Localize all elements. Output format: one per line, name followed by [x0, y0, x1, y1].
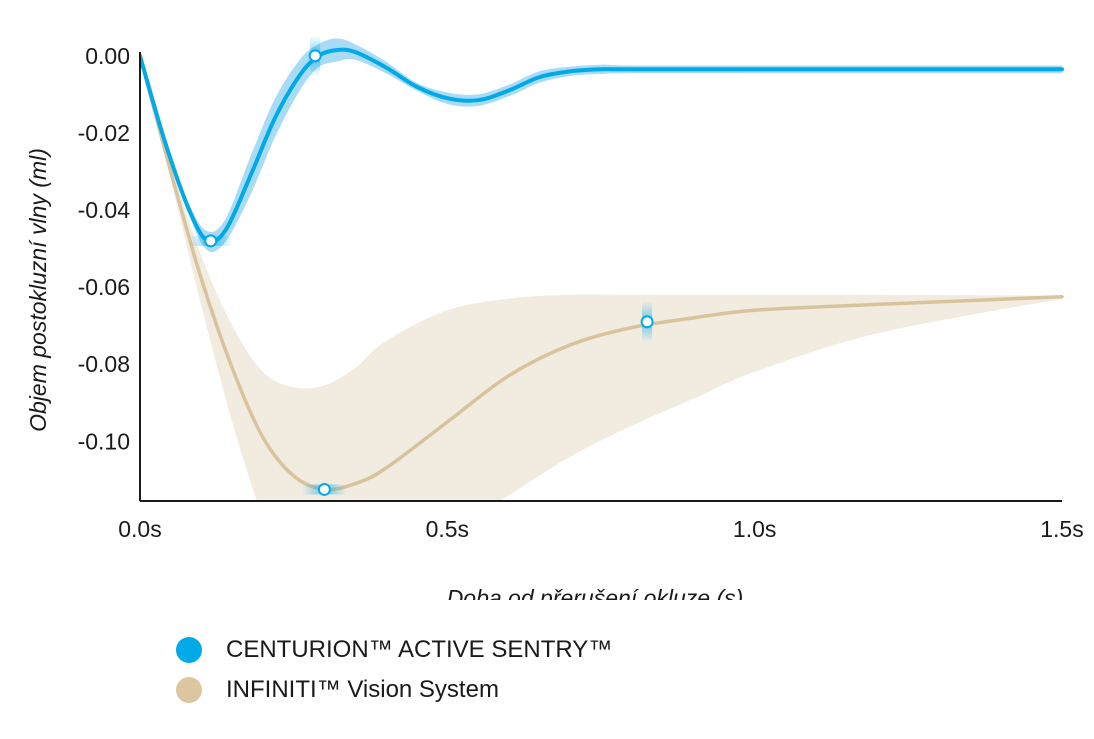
x-tick-label: 0.0s [118, 516, 161, 542]
data-point-marker [308, 49, 322, 63]
legend-item-centurion: CENTURION™ ACTIVE SENTRY™ [176, 630, 612, 670]
y-tick-label: -0.08 [78, 351, 130, 377]
x-tick-label: 1.0s [733, 516, 776, 542]
series-band-1 [140, 55, 1062, 502]
y-tick-label: -0.02 [78, 120, 130, 146]
legend-label-infiniti: INFINITI™ Vision System [226, 676, 499, 703]
data-point-marker [317, 482, 331, 496]
x-tick-label: 0.5s [426, 516, 469, 542]
y-axis-title: Objem postokluzní vlny (ml) [25, 148, 51, 432]
legend-label-centurion: CENTURION™ ACTIVE SENTRY™ [226, 636, 613, 663]
x-axis-title: Doba od přerušení okluze (s) [447, 585, 744, 600]
y-tick-label: -0.06 [78, 274, 130, 300]
legend-swatch-centurion [176, 637, 202, 663]
y-tick-label: 0.00 [85, 43, 130, 69]
legend-item-infiniti: INFINITI™ Vision System [176, 670, 612, 710]
series-line-0 [140, 47, 1064, 244]
series-line-1 [140, 54, 1064, 492]
legend: CENTURION™ ACTIVE SENTRY™ INFINITI™ Visi… [176, 630, 612, 710]
y-tick-label: -0.04 [78, 197, 131, 223]
series-band-0 [140, 38, 1062, 253]
x-tick-label: 1.5s [1040, 516, 1083, 542]
y-tick-label: -0.10 [78, 428, 130, 454]
data-point-marker [204, 234, 218, 248]
chart: 0.00 -0.02 -0.04 -0.06 -0.08 -0.10 0.0s 0.5s 1.… [25, 35, 1084, 600]
legend-swatch-infiniti [176, 677, 202, 703]
data-point-marker [640, 315, 654, 329]
